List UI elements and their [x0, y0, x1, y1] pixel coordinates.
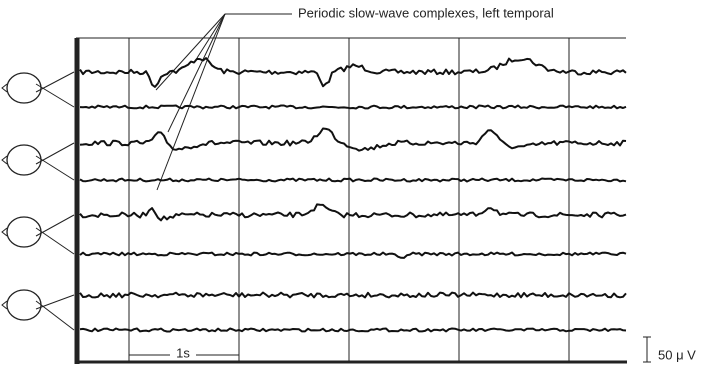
amplitude-scale-label: 50 μ V [658, 347, 696, 362]
electrode-heads [1, 71, 75, 331]
electrode-lead [35, 294, 75, 310]
eeg-trace [79, 251, 627, 259]
electrode-lead [35, 71, 75, 93]
leader [167, 13, 226, 133]
eeg-trace [79, 203, 627, 222]
head-nose [1, 155, 8, 165]
time-scale-label: 1s [176, 345, 190, 360]
eeg-trace [79, 327, 627, 333]
head-nose [1, 300, 8, 310]
electrode-lead [35, 227, 75, 255]
electrode-lead [35, 83, 75, 108]
annotation-leaders [155, 13, 292, 191]
eeg-trace [79, 127, 627, 152]
eeg-trace [79, 177, 627, 183]
annotation: Periodic slow-wave complexes, left tempo… [298, 5, 554, 20]
eeg-trace [79, 57, 627, 88]
head-nose [1, 227, 8, 237]
eeg-traces [79, 57, 627, 333]
electrode-lead [35, 155, 75, 181]
leader [196, 13, 226, 59]
leader [155, 13, 226, 91]
head [6, 144, 42, 176]
eeg-trace [79, 291, 627, 299]
electrode-lead [35, 300, 75, 331]
eeg-trace [79, 104, 627, 110]
head [6, 72, 42, 104]
head [6, 216, 42, 248]
head-nose [1, 83, 8, 93]
leader [156, 13, 226, 191]
head [6, 289, 42, 321]
amplitude-scale [643, 336, 651, 363]
frame [74, 37, 627, 364]
electrode-lead [35, 142, 75, 165]
electrode-lead [35, 214, 75, 237]
